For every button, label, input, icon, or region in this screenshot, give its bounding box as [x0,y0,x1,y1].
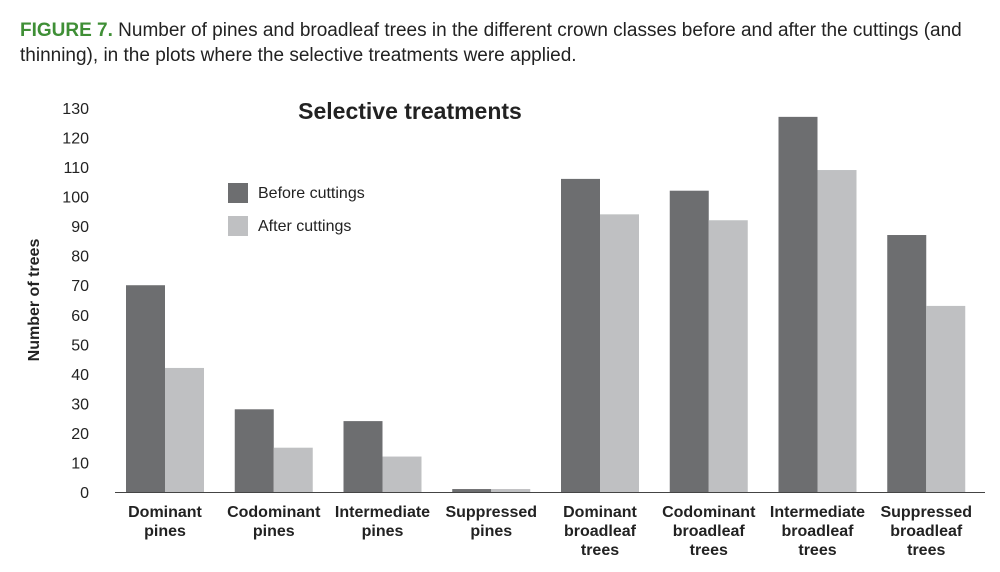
legend: Before cuttings After cuttings [228,183,365,236]
bar-before [778,116,818,492]
bar-after [600,214,639,493]
y-tick-label: 120 [62,131,89,148]
y-tick-label: 60 [71,308,89,325]
legend-label: Before cuttings [258,185,365,202]
bar-before [343,421,383,492]
y-tick-label: 30 [71,396,89,413]
y-tick-label: 20 [71,426,89,443]
bar-after [491,489,531,492]
y-tick-label: 70 [71,278,89,295]
bar-before [561,178,600,492]
y-tick-label: 90 [71,219,89,236]
y-tick-label: 100 [62,190,89,207]
figure-label: FIGURE 7. [20,20,113,41]
x-tick-label: Codominant pines [227,504,321,540]
y-tick-label: 50 [71,337,89,354]
bar-after [273,447,313,492]
y-tick-label: 80 [71,249,89,266]
y-axis-label: Number of trees [26,239,43,362]
chart-title: Selective treatments [298,98,522,124]
legend-label: After cuttings [258,218,351,235]
legend-swatch [228,216,248,236]
bar-after [926,305,966,492]
bar-after [382,456,422,492]
bar-before [234,409,274,492]
x-axis-labels: Dominant pines Codominant pines Intermediate… [128,504,972,559]
x-tick-label: Suppressed broadleaf trees [880,504,972,559]
y-tick-label: 10 [71,455,89,472]
x-tick-label: Suppressed pines [445,504,537,540]
bar-before [669,190,709,492]
bars [126,116,966,493]
bar-before [887,235,927,492]
figure-caption: FIGURE 7. Number of pines and broadleaf … [20,18,985,68]
bar-after [708,220,748,492]
bar-before [126,285,165,492]
x-tick-label: Dominant pines [128,504,202,540]
bar-after [817,170,857,492]
x-tick-label: Codominant broadleaf trees [662,504,756,559]
bar-after [165,367,204,492]
x-tick-label: Dominant broadleaf trees [563,504,637,559]
bar-before [452,489,492,492]
y-tick-label: 0 [80,485,89,502]
x-tick-label: Intermediate broadleaf trees [770,504,865,559]
legend-swatch [228,183,248,203]
y-tick-label: 40 [71,367,89,384]
y-tick-label: 110 [63,160,89,177]
y-tick-label: 130 [62,101,89,118]
x-tick-label: Intermediate pines [335,504,430,540]
y-axis: 0 10 20 30 40 50 60 70 80 90 100 110 120 130 [62,101,89,502]
caption-text: Number of pines and broadleaf trees in t… [20,20,962,66]
